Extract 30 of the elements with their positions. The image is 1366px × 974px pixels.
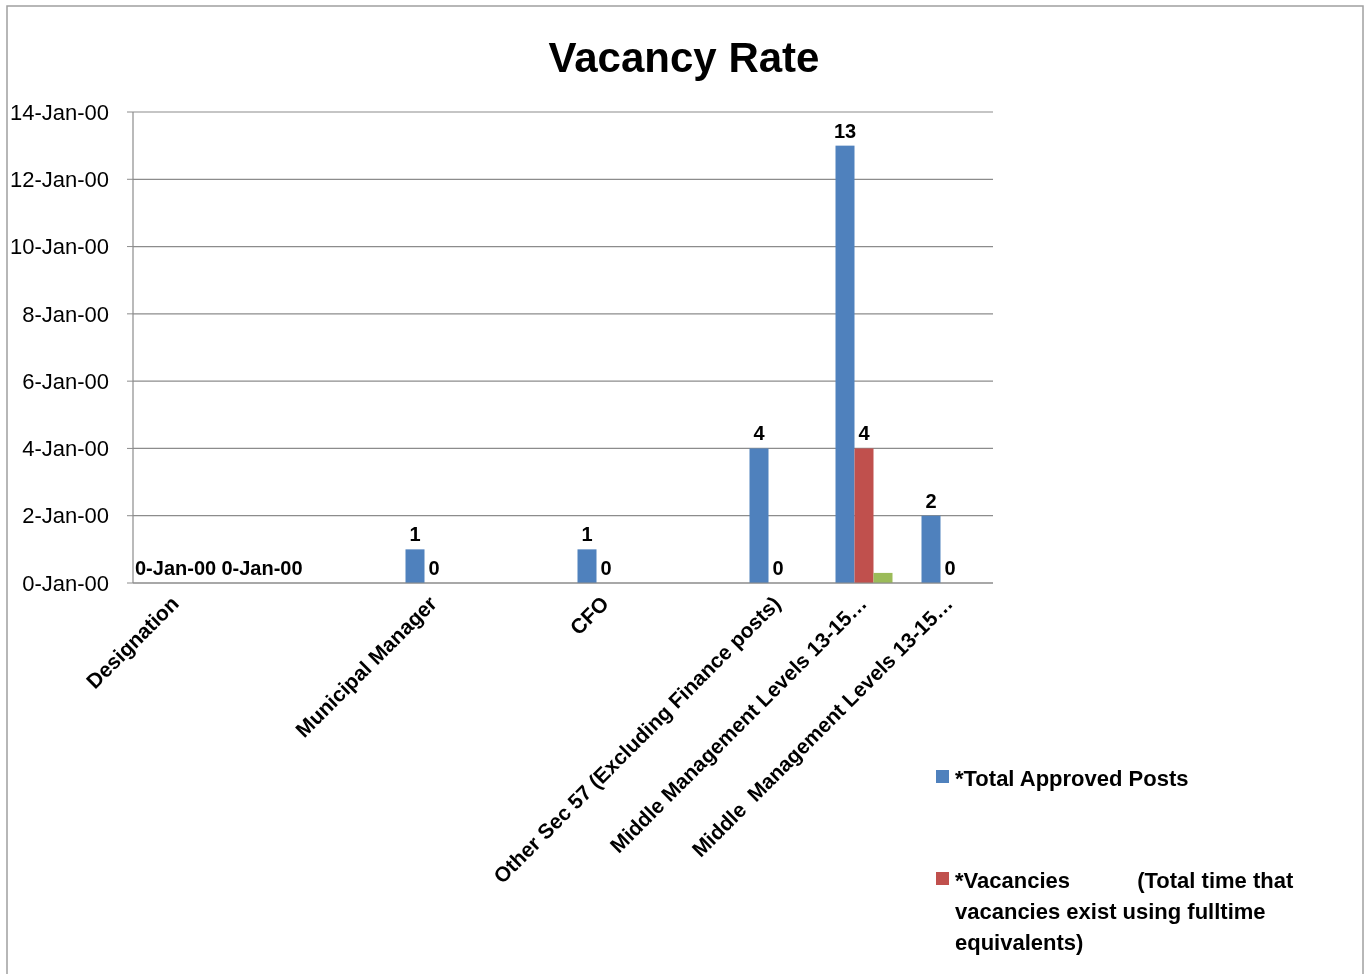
legend-label: *Total Approved Posts — [955, 765, 1189, 791]
text: 6-Jan-00 — [22, 368, 109, 394]
text: 14-Jan-00 — [9, 99, 109, 125]
data-label: 0 — [428, 557, 440, 579]
bar — [577, 549, 597, 583]
legend-label: *Vacancies (Total time that vacancies exist using fulltime equivalents) — [955, 867, 1294, 955]
data-label: 4 — [858, 422, 871, 445]
bar — [921, 515, 941, 583]
bar — [749, 448, 769, 583]
data-label: 13 — [833, 119, 857, 142]
data-label: 1 — [581, 523, 593, 546]
text: 8-Jan-00 — [22, 301, 109, 327]
data-label: 0 — [600, 557, 612, 579]
text: 12-Jan-00 — [9, 166, 109, 192]
text: 0-Jan-00 — [22, 570, 109, 596]
bar — [405, 549, 425, 583]
data-label: 0 — [944, 557, 956, 579]
text: 10-Jan-00 — [9, 234, 109, 260]
data-label: 2 — [925, 489, 937, 512]
text: 2-Jan-00 — [22, 503, 109, 529]
data-label: 0-Jan-00 — [135, 557, 217, 579]
bar — [854, 448, 874, 583]
bar — [835, 145, 855, 583]
data-label: 4 — [753, 422, 766, 445]
x-tick-label: CFO — [565, 591, 613, 640]
chart-title: Vacancy Rate — [548, 34, 820, 81]
data-label: 0 — [772, 557, 784, 579]
text: 4-Jan-00 — [22, 436, 109, 462]
data-label: 0-Jan-00 — [221, 557, 303, 579]
data-label: 1 — [409, 523, 421, 546]
